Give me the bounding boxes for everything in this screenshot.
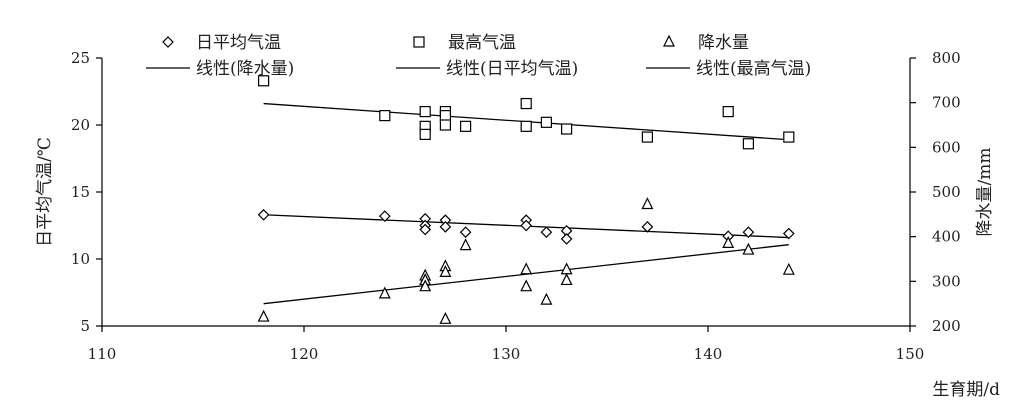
triangle-point bbox=[378, 286, 391, 299]
x-tick-label: 110 bbox=[88, 345, 117, 363]
square-point bbox=[540, 116, 553, 128]
legend-label-max-temp: 最高气温 bbox=[448, 33, 516, 53]
legend-label-linear-daily-avg-temp: 线性(日平均气温) bbox=[446, 59, 578, 79]
square-point bbox=[258, 75, 270, 87]
x-tick-label: 130 bbox=[492, 345, 521, 363]
diamond-point bbox=[641, 220, 654, 233]
legend-item-linear-max-temp: 线性(最高气温) bbox=[646, 59, 811, 79]
square-point bbox=[641, 131, 654, 143]
legend-label-linear-precip: 线性(降水量) bbox=[196, 59, 294, 79]
legend: 日平均气温 最高气温 降水量 线性(降水量) 线性(日平均气温) 线性(最高气温… bbox=[146, 33, 811, 79]
diamond-point bbox=[540, 226, 553, 239]
y2-tick-label: 600 bbox=[932, 138, 961, 156]
legend-diamond-icon bbox=[162, 36, 174, 48]
triangle-point bbox=[520, 262, 533, 275]
y2-tick-label: 200 bbox=[932, 317, 961, 335]
square-point bbox=[379, 110, 391, 122]
legend-item-precip: 降水量 bbox=[663, 33, 749, 53]
diamond-point bbox=[520, 219, 533, 232]
diamond-point bbox=[257, 208, 270, 221]
triangle-point bbox=[520, 279, 533, 292]
axes bbox=[101, 58, 911, 327]
diamond-point bbox=[439, 220, 452, 233]
ticks: 110 120 130 140 150 5 10 15 20 25 200 300 400 500 600 7… bbox=[71, 49, 961, 363]
square-point bbox=[783, 131, 795, 143]
legend-label-linear-max-temp: 线性(最高气温) bbox=[696, 59, 811, 79]
x-tick-label: 140 bbox=[694, 345, 723, 363]
y2-tick-label: 500 bbox=[932, 183, 961, 201]
triangle-point bbox=[641, 197, 654, 210]
y-tick-label: 15 bbox=[71, 183, 90, 201]
y-axis-right-title: 降水量/mm bbox=[975, 148, 995, 237]
legend-label-daily-avg-temp: 日平均气温 bbox=[196, 33, 281, 53]
y-axis-left-title: 日平均气温/℃ bbox=[35, 137, 55, 247]
legend-item-max-temp: 最高气温 bbox=[413, 33, 516, 53]
triangle-point bbox=[419, 279, 432, 292]
legend-square-icon bbox=[413, 36, 425, 48]
y2-tick-label: 800 bbox=[932, 49, 961, 67]
square-point bbox=[520, 97, 532, 110]
y-tick-label: 25 bbox=[71, 49, 90, 67]
y2-tick-label: 700 bbox=[932, 94, 961, 112]
legend-item-linear-precip: 线性(降水量) bbox=[146, 59, 294, 79]
triangle-point bbox=[439, 311, 452, 324]
triangle-point bbox=[782, 262, 795, 275]
square-point bbox=[722, 105, 734, 118]
y-tick-label: 5 bbox=[80, 317, 90, 335]
diamond-point bbox=[742, 226, 755, 239]
legend-item-linear-daily-avg-temp: 线性(日平均气温) bbox=[396, 59, 578, 79]
triangle-point bbox=[439, 265, 452, 277]
x-tick-label: 120 bbox=[290, 345, 319, 363]
diamond-point bbox=[419, 223, 432, 236]
x-axis-title: 生育期/d bbox=[932, 380, 1000, 400]
legend-label-precip: 降水量 bbox=[698, 33, 749, 53]
legend-item-daily-avg-temp: 日平均气温 bbox=[162, 33, 281, 53]
square-point bbox=[419, 105, 431, 118]
square-point bbox=[439, 110, 451, 122]
triangle-point bbox=[560, 273, 573, 286]
diamond-point bbox=[782, 227, 795, 240]
triangle-point bbox=[540, 292, 553, 305]
y2-tick-label: 400 bbox=[932, 228, 961, 246]
triangle-point bbox=[722, 236, 735, 248]
square-point bbox=[560, 123, 573, 135]
triangle-point bbox=[459, 238, 472, 251]
diamond-point bbox=[459, 226, 472, 239]
triangle-point bbox=[742, 242, 755, 255]
x-tick-label: 150 bbox=[896, 345, 925, 363]
square-point bbox=[742, 138, 755, 150]
triangle-point bbox=[257, 309, 270, 322]
y-tick-label: 10 bbox=[71, 250, 90, 268]
square-point bbox=[520, 120, 532, 132]
square-point bbox=[439, 119, 451, 131]
data-marks bbox=[257, 75, 795, 324]
y2-tick-label: 300 bbox=[932, 272, 961, 290]
square-point bbox=[419, 128, 431, 140]
diamond-point bbox=[560, 233, 573, 245]
legend-triangle-icon bbox=[663, 34, 675, 47]
y-tick-label: 20 bbox=[71, 116, 90, 134]
diamond-point bbox=[378, 210, 391, 222]
square-point bbox=[460, 120, 472, 132]
